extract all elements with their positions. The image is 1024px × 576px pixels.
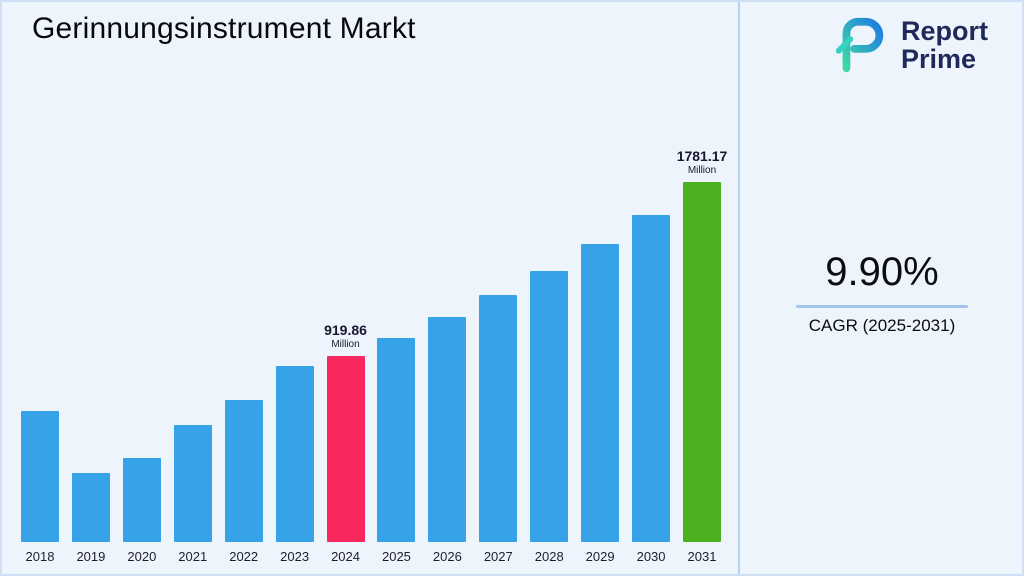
- bar-value-label: 919.86 Million: [324, 322, 367, 350]
- cagr-value: 9.90%: [825, 250, 939, 294]
- bar-column: 2028: [527, 271, 571, 564]
- cagr-label: CAGR (2025-2031): [808, 316, 956, 335]
- bar-chart: 2018 2019 2020 2021 2022 2023 919.86 Million 202…: [18, 148, 728, 564]
- bar-row: 2018 2019 2020 2021 2022 2023 919.86 Million 202…: [18, 148, 728, 564]
- logo-text-report: Report: [901, 15, 988, 46]
- bar-unit-text: Million: [331, 338, 360, 350]
- cagr-underline: [796, 305, 968, 308]
- logo-text: Report Prime: [901, 15, 988, 74]
- bar: [71, 473, 110, 542]
- bar: [122, 458, 161, 542]
- bar-column: 2030: [629, 215, 673, 564]
- bar: [224, 400, 263, 542]
- bar: [21, 411, 59, 542]
- bar-value-text: 919.86: [324, 322, 367, 339]
- logo-text-prime: Prime: [901, 44, 977, 74]
- x-axis-tick-label: 2031: [687, 549, 717, 564]
- bar: [682, 182, 721, 542]
- bar-column: 2027: [476, 295, 520, 564]
- x-axis-tick-label: 2024: [331, 549, 360, 564]
- x-axis-tick-label: 2021: [178, 549, 208, 564]
- bar-column: 2019: [69, 473, 113, 564]
- x-axis-tick-label: 2029: [585, 549, 615, 564]
- x-axis-tick-label: 2026: [432, 549, 462, 564]
- bar-column: 2025: [374, 338, 418, 564]
- bar-column: 2021: [171, 425, 215, 564]
- page-title: Gerinnungsinstrument Markt: [32, 12, 416, 45]
- bar-column: 2022: [222, 400, 266, 564]
- bar-column: 2018: [18, 411, 62, 564]
- bar-column: 919.86 Million 2024: [324, 322, 368, 564]
- bar-value-label: 1781.17 Million: [677, 148, 728, 176]
- report-prime-logo: Report Prime: [829, 14, 988, 76]
- bar: [479, 295, 518, 542]
- bar: [275, 366, 314, 542]
- x-axis-tick-label: 2022: [229, 549, 259, 564]
- bar-column: 2029: [578, 244, 622, 564]
- bar-value-text: 1781.17: [676, 148, 728, 165]
- bar: [530, 271, 569, 542]
- x-axis-tick-label: 2030: [636, 549, 666, 564]
- x-axis-tick-label: 2025: [381, 549, 411, 564]
- x-axis-tick-label: 2023: [280, 549, 310, 564]
- divider-line: [738, 2, 740, 574]
- x-axis-tick-label: 2027: [483, 549, 513, 564]
- bar-column: 2020: [120, 458, 164, 564]
- bar: [428, 317, 467, 542]
- bar: [377, 338, 416, 542]
- report-prime-logo-icon: [835, 17, 884, 73]
- bar: [173, 425, 212, 542]
- cagr-panel: 9.90% CAGR (2025-2031): [740, 250, 1022, 336]
- x-axis-tick-label: 2020: [127, 549, 157, 564]
- bar: [632, 215, 671, 542]
- bar: [581, 244, 620, 542]
- x-axis-tick-label: 2019: [76, 549, 106, 564]
- x-axis-tick-label: 2018: [25, 549, 55, 564]
- bar-column: 2026: [425, 317, 469, 564]
- x-axis-tick-label: 2028: [534, 549, 564, 564]
- bar-column: 1781.17 Million 2031: [677, 148, 728, 564]
- bar-unit-text: Million: [687, 164, 717, 176]
- bar: [326, 356, 365, 542]
- bar-column: 2023: [273, 366, 317, 564]
